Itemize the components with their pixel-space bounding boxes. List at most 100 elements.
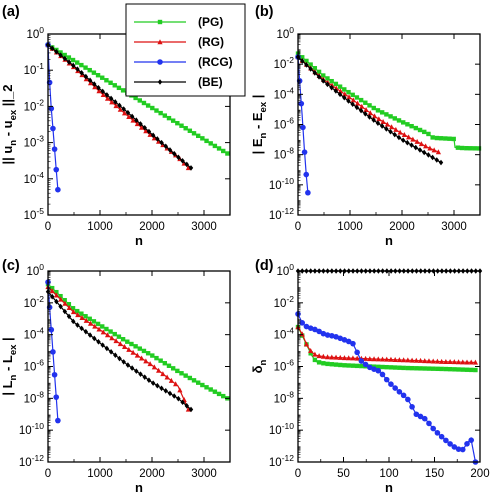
data-point [305, 189, 311, 196]
data-point [472, 359, 479, 365]
data-point [126, 346, 132, 352]
data-point [354, 355, 360, 361]
data-point [121, 110, 128, 116]
data-point [464, 440, 470, 447]
data-point [50, 45, 55, 52]
data-point [171, 150, 177, 157]
data-point [320, 330, 327, 337]
data-point [58, 296, 64, 302]
data-point [438, 433, 445, 440]
data-point [341, 337, 348, 343]
data-point [141, 100, 147, 106]
data-point [406, 134, 412, 140]
data-point [155, 382, 160, 389]
data-point [195, 380, 201, 385]
data-point [316, 74, 322, 80]
data-point [121, 359, 126, 365]
data-point [426, 131, 431, 137]
data-point [312, 326, 318, 333]
data-point [367, 110, 373, 116]
data-point [75, 60, 80, 65]
data-point [100, 329, 106, 335]
data-point [216, 146, 222, 151]
legend-marker [157, 59, 163, 65]
data-point [350, 340, 356, 347]
data-point [48, 326, 55, 333]
data-point [121, 106, 126, 112]
data-point [167, 147, 173, 153]
legend: (PG) (RG) (RCG) (BE) [125, 3, 246, 97]
data-point [393, 126, 399, 132]
data-point [158, 358, 163, 363]
y-tick-label: 10-2 [274, 55, 295, 71]
x-tick-label: 2000 [389, 221, 415, 233]
data-point [113, 99, 118, 105]
data-point [324, 332, 331, 338]
data-point [333, 362, 339, 367]
data-point [434, 430, 441, 436]
data-point [159, 385, 164, 392]
data-point [371, 113, 378, 119]
data-point [400, 392, 407, 399]
data-point [66, 313, 72, 320]
data-point [459, 145, 465, 151]
data-point [435, 149, 441, 155]
data-point [422, 366, 427, 371]
data-point [58, 52, 63, 58]
series-rcg [45, 279, 61, 424]
legend-label: (PG) [198, 15, 223, 29]
chart-panel-2: (b) 0 1000 2000 3000 10-12 10-10 10-8 10-6 10-4 10… [250, 4, 482, 248]
data-point [303, 323, 310, 330]
data-point [70, 306, 76, 311]
data-point [55, 186, 61, 193]
data-point [409, 142, 414, 148]
panel-tag: (b) [255, 4, 274, 20]
data-point [342, 94, 347, 101]
data-point [95, 73, 101, 78]
data-point [414, 138, 420, 144]
data-point [337, 354, 343, 360]
series-be [45, 288, 194, 413]
legend-box [125, 3, 246, 97]
data-point [430, 358, 436, 364]
data-point [447, 359, 453, 365]
data-point [350, 355, 356, 361]
y-tick-label: 100 [276, 25, 294, 41]
data-point [100, 342, 105, 348]
y-tick-label: 10-12 [269, 206, 294, 222]
data-point [367, 103, 372, 108]
data-point [430, 135, 435, 140]
data-point [380, 118, 386, 124]
data-point [405, 139, 410, 146]
data-point [342, 87, 347, 92]
data-point [316, 353, 322, 359]
data-point [109, 99, 115, 105]
data-point [204, 138, 209, 144]
data-point [177, 387, 183, 393]
data-point [447, 366, 453, 372]
data-point [145, 351, 151, 356]
data-point [126, 114, 132, 120]
data-point [380, 364, 385, 370]
data-point [451, 136, 456, 142]
data-point [388, 381, 394, 388]
data-point [166, 115, 172, 121]
data-point [460, 367, 465, 372]
data-point [138, 121, 143, 127]
data-point [83, 317, 89, 323]
data-point [83, 328, 89, 335]
data-point [62, 52, 67, 58]
data-point [154, 355, 159, 361]
x-tick-label: 1000 [87, 221, 113, 233]
y-tick-label: 10-4 [274, 85, 295, 101]
y-tick-label: 100 [26, 25, 44, 41]
data-point [421, 415, 428, 422]
data-point [212, 389, 218, 394]
plot-frame [297, 33, 481, 216]
data-point [104, 345, 110, 352]
data-point [376, 364, 381, 370]
data-point [358, 358, 365, 364]
data-point [468, 359, 474, 365]
data-point [83, 65, 88, 70]
data-point [162, 361, 168, 366]
